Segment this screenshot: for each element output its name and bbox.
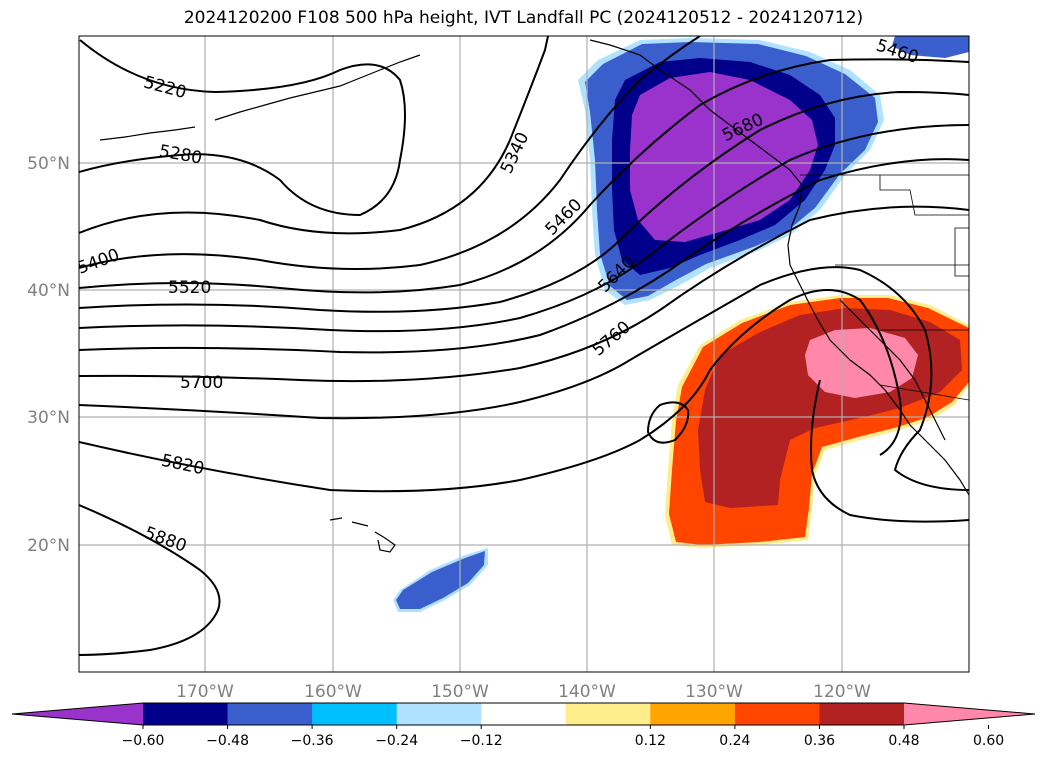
lon-label: 130°W [685, 682, 743, 702]
lon-label: 140°W [558, 682, 616, 702]
colorbar-ticks: −0.60 −0.48 −0.36 −0.24 −0.12 0.12 0.24 0.36 0.4… [122, 725, 1004, 749]
colorbar-tick-label: −0.36 [291, 733, 334, 749]
colorbar [11, 702, 1036, 726]
contour-label: 5700 [180, 373, 223, 393]
colorbar-segment [312, 703, 398, 725]
lon-label: 150°W [431, 682, 489, 702]
colorbar-tick-label: −0.48 [206, 733, 249, 749]
lat-label: 40°N [27, 281, 70, 301]
lat-label: 30°N [27, 408, 70, 428]
lat-label: 50°N [27, 154, 70, 174]
lon-label: 120°W [813, 682, 871, 702]
colorbar-segment [819, 703, 905, 725]
contour-label: 5520 [168, 278, 211, 298]
colorbar-extend-right [904, 703, 1035, 725]
lat-label: 20°N [27, 536, 70, 556]
colorbar-tick-label: −0.24 [375, 733, 418, 749]
lon-label: 170°W [176, 682, 234, 702]
colorbar-segment [227, 703, 313, 725]
colorbar-segment [396, 703, 482, 725]
colorbar-tick-label: 0.48 [888, 733, 919, 749]
colorbar-tick-label: 0.60 [973, 733, 1004, 749]
colorbar-tick-label: 0.36 [804, 733, 835, 749]
coastlines [99, 39, 969, 553]
colorbar-tick-label: 0.12 [635, 733, 666, 749]
colorbar-tick-label: −0.12 [460, 733, 503, 749]
latitude-labels: 50°N 40°N 30°N 20°N [27, 154, 70, 556]
colorbar-extend-left [12, 703, 143, 725]
colorbar-tick-label: −0.60 [122, 733, 165, 749]
map-frame [78, 35, 970, 673]
colorbar-tick-label: 0.24 [719, 733, 750, 749]
colorbar-segment [650, 703, 736, 725]
colorbar-segment [481, 703, 567, 725]
map-title: 2024120200 F108 500 hPa height, IVT Land… [183, 8, 864, 28]
colorbar-segment [565, 703, 651, 725]
longitude-labels: 170°W 160°W 150°W 140°W 130°W 120°W [176, 682, 871, 702]
colorbar-segment [143, 703, 229, 725]
colorbar-segment [734, 703, 820, 725]
lon-label: 160°W [304, 682, 362, 702]
height-contours [79, 36, 969, 656]
